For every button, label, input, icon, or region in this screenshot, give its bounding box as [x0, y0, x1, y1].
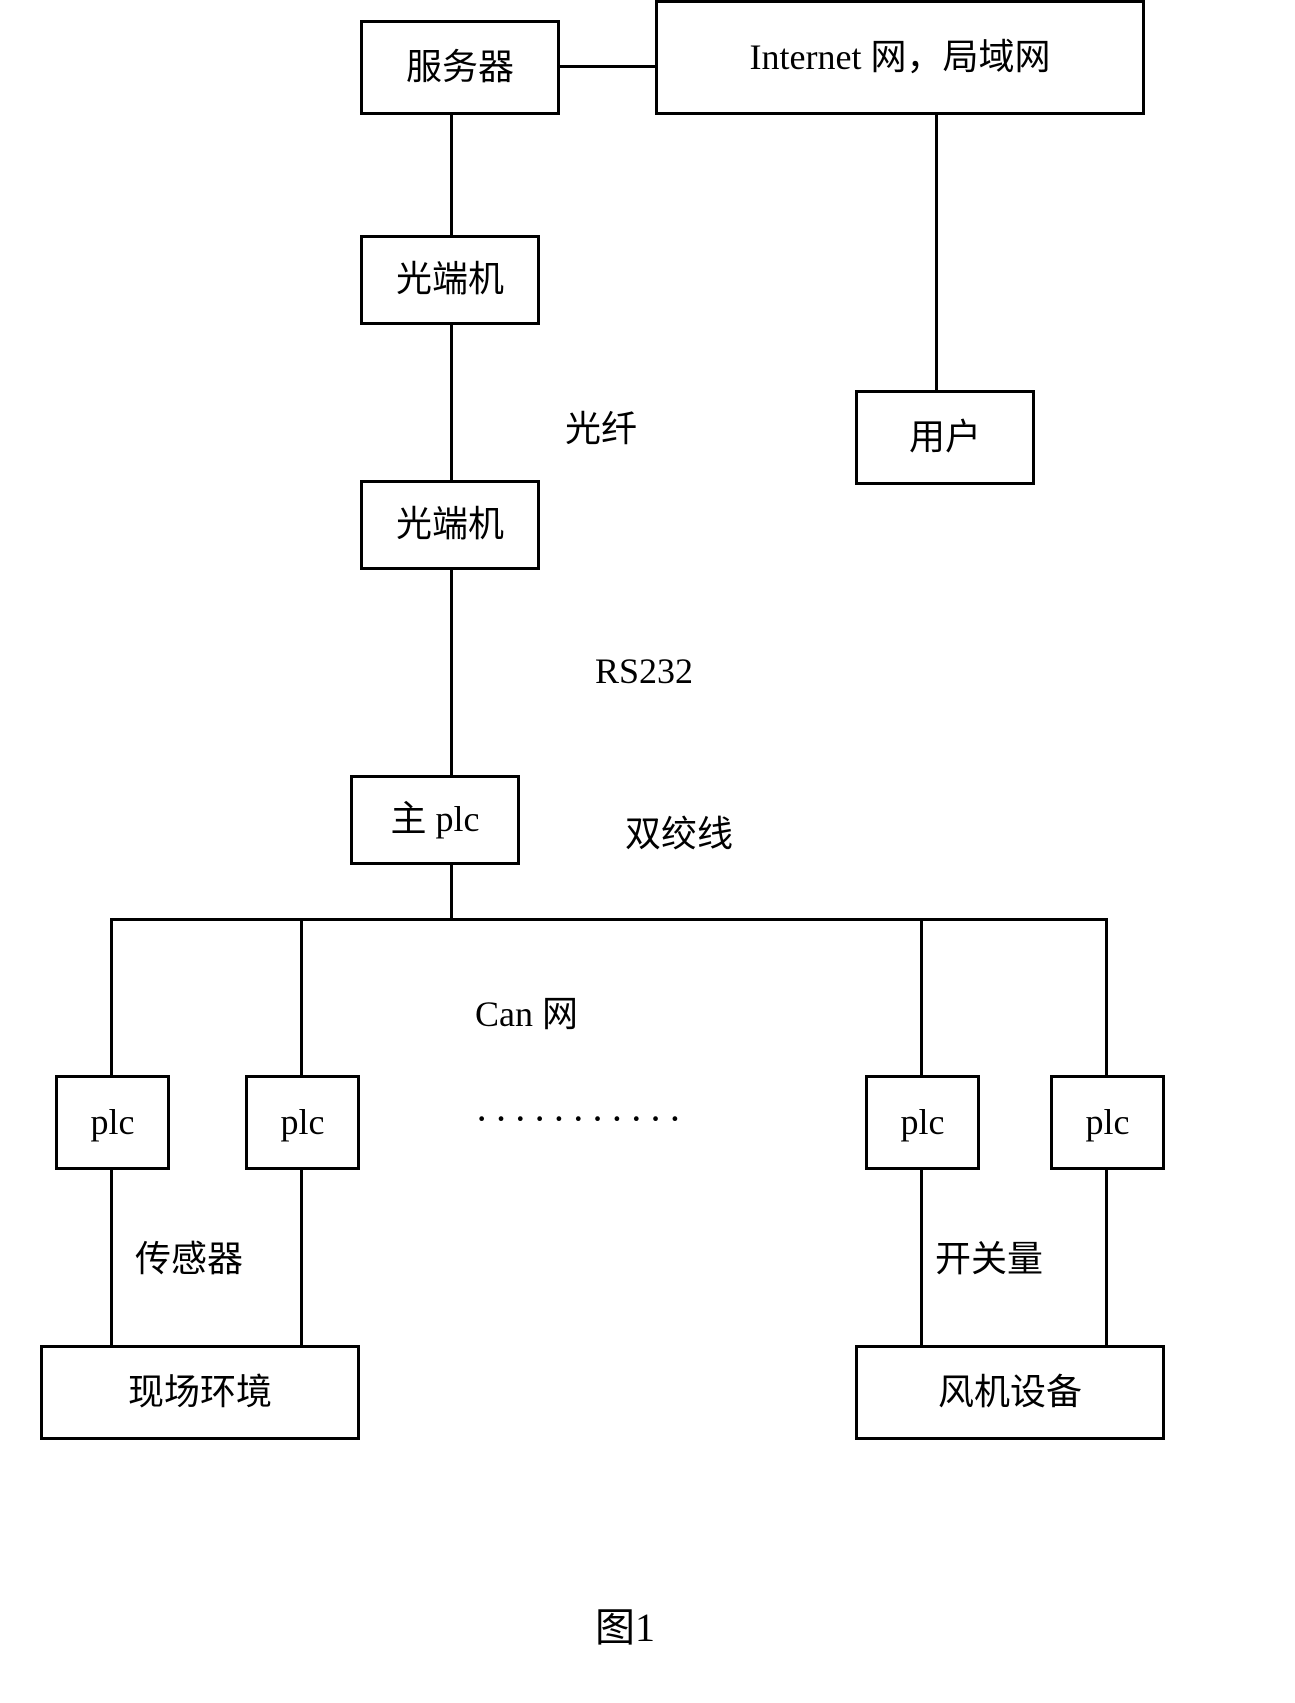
node-fan-equipment: 风机设备 [855, 1345, 1165, 1440]
node-plc-2: plc [245, 1075, 360, 1170]
edge-plc3-fan [920, 1170, 923, 1345]
label-can-net: Can 网 [475, 985, 578, 1037]
label-switch: 开关量 [935, 1230, 1043, 1282]
edge-server-internet [560, 65, 655, 68]
edge-bus [110, 918, 1108, 921]
edge-opt1-opt2 [450, 325, 453, 480]
label-rs232: RS232 [595, 650, 693, 692]
node-user: 用户 [855, 390, 1035, 485]
edge-bus-plc3 [920, 918, 923, 1075]
label-ellipsis: ··········· [475, 1095, 688, 1142]
node-plc-1: plc [55, 1075, 170, 1170]
diagram-canvas: 服务器 Internet 网，局域网 光端机 光端机 用户 主 plc plc … [0, 0, 1295, 1703]
node-plc-3: plc [865, 1075, 980, 1170]
edge-opt2-mainplc [450, 570, 453, 775]
node-internet: Internet 网，局域网 [655, 0, 1145, 115]
node-optical-terminal-2: 光端机 [360, 480, 540, 570]
node-server: 服务器 [360, 20, 560, 115]
figure-caption: 图1 [595, 1595, 655, 1653]
edge-bus-plc4 [1105, 918, 1108, 1075]
label-twisted-pair: 双绞线 [625, 805, 733, 857]
node-main-plc: 主 plc [350, 775, 520, 865]
edge-bus-plc1 [110, 918, 113, 1075]
edge-plc4-fan [1105, 1170, 1108, 1345]
edge-server-opt1 [450, 115, 453, 235]
label-sensor: 传感器 [135, 1230, 243, 1282]
edge-bus-plc2 [300, 918, 303, 1075]
node-optical-terminal-1: 光端机 [360, 235, 540, 325]
edge-plc2-env [300, 1170, 303, 1345]
edge-internet-user [935, 115, 938, 390]
node-plc-4: plc [1050, 1075, 1165, 1170]
node-environment: 现场环境 [40, 1345, 360, 1440]
label-fiber: 光纤 [565, 400, 637, 452]
edge-mainplc-bus [450, 865, 453, 920]
edge-plc1-env [110, 1170, 113, 1345]
